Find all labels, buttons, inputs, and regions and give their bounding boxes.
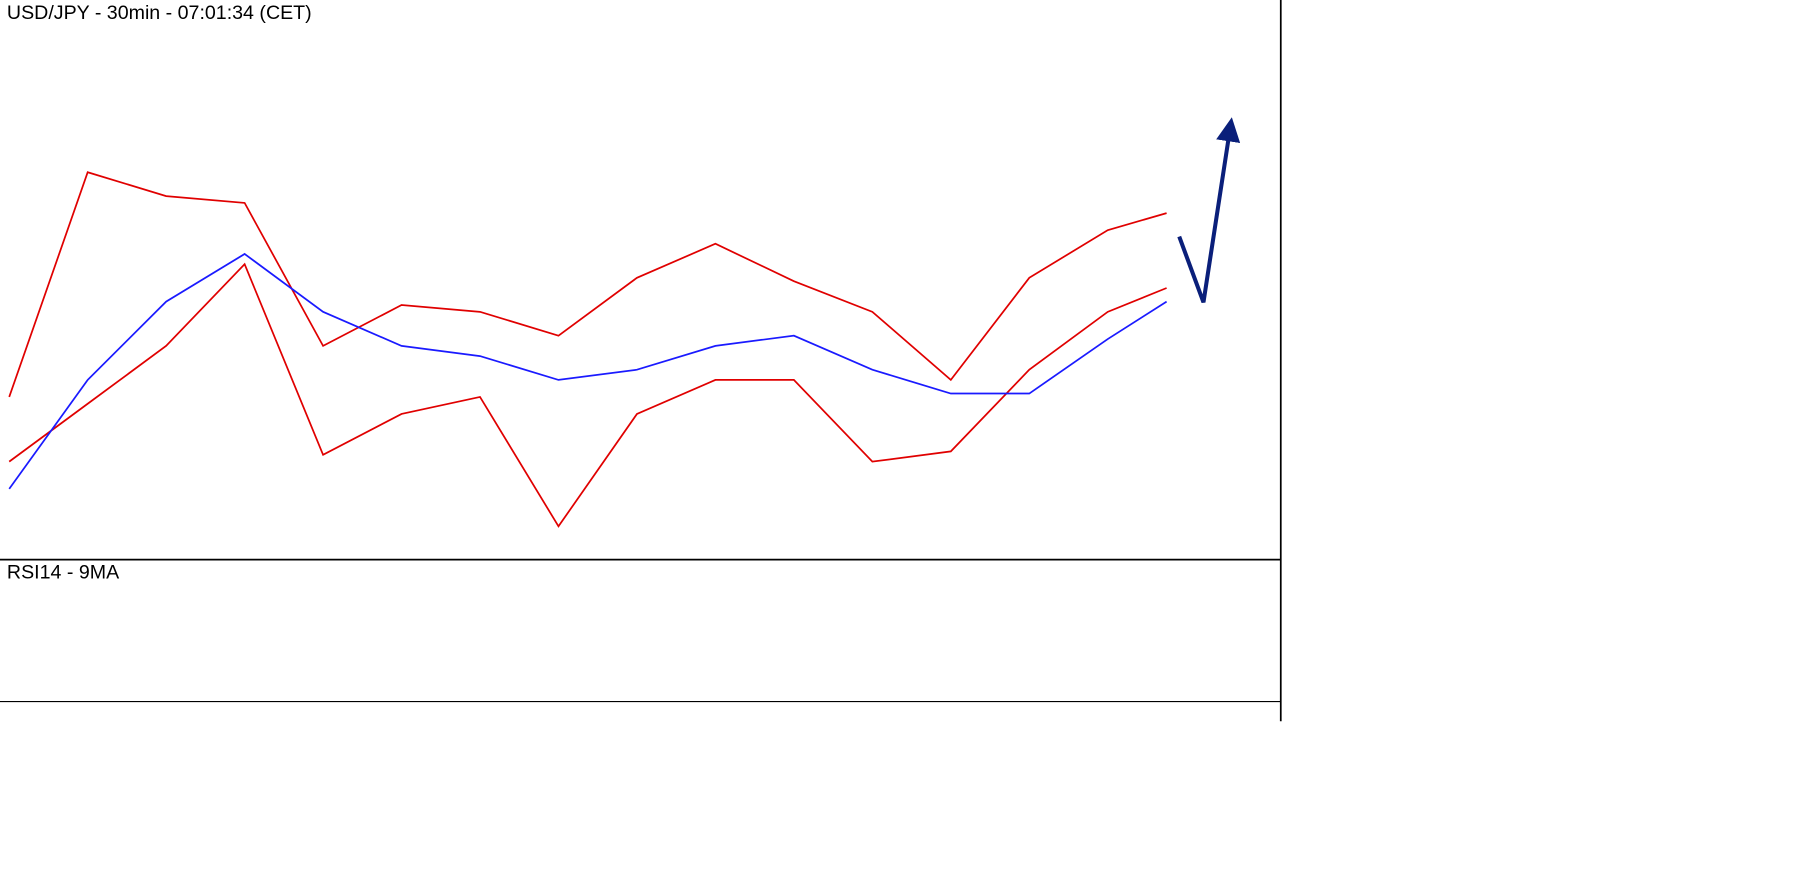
chart-title: USD/JPY - 30min - 07:01:34 (CET) — [7, 2, 312, 24]
rsi-title: RSI14 - 9MA — [7, 562, 120, 584]
indicator-line — [8, 171, 1167, 398]
indicator-line — [8, 262, 1167, 528]
forecast-arrow — [1177, 117, 1241, 304]
indicator-line — [8, 252, 1168, 490]
